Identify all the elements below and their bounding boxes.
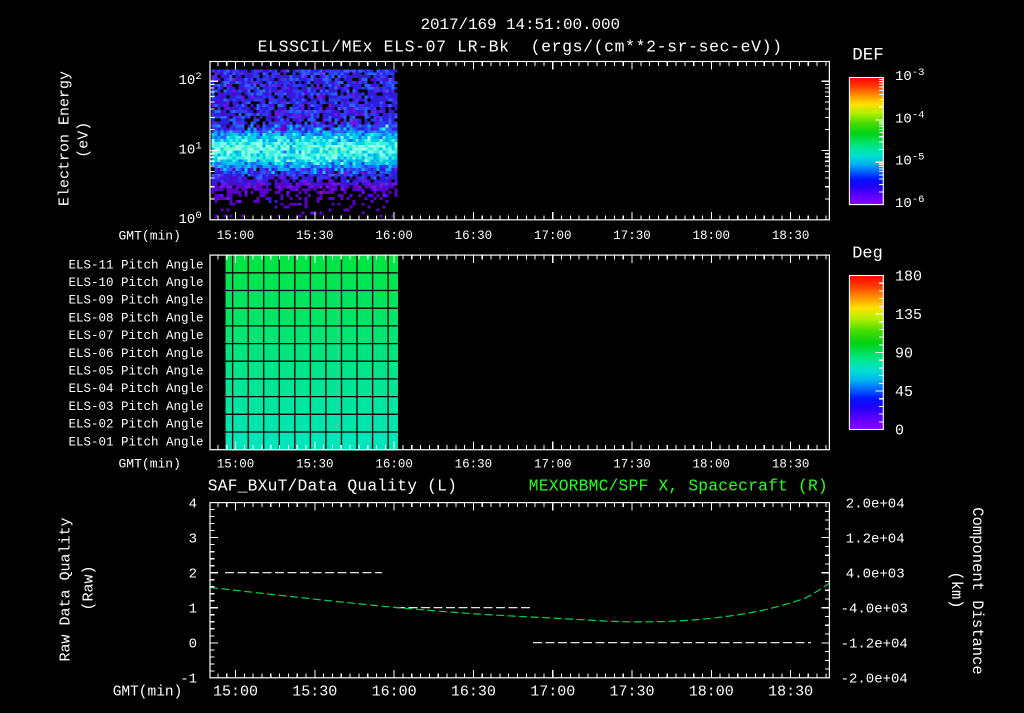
svg-text:GMT(min): GMT(min) [118,457,180,472]
svg-text:1.2e+04: 1.2e+04 [846,531,905,547]
svg-text:2017/169 14:51:00.000: 2017/169 14:51:00.000 [421,16,621,34]
svg-text:18:30: 18:30 [772,458,810,472]
svg-text:-4.0e+03: -4.0e+03 [841,602,908,618]
svg-text:ELSSCIL/MEx ELS-07 LR-Bk (erg: ELSSCIL/MEx ELS-07 LR-Bk (ergs/(cm**2-sr… [258,38,783,57]
svg-text:0: 0 [895,422,904,439]
svg-text:-1: -1 [180,672,197,688]
svg-text:18:30: 18:30 [768,684,813,701]
svg-text:17:00: 17:00 [534,229,572,243]
svg-text:18:00: 18:00 [693,458,731,472]
svg-text:GMT(min): GMT(min) [113,684,183,700]
svg-text:16:30: 16:30 [451,684,496,701]
svg-text:18:30: 18:30 [772,229,810,243]
svg-text:15:00: 15:00 [213,684,258,701]
svg-text:MEXORBMC/SPF X, Spacecraft (R): MEXORBMC/SPF X, Spacecraft (R) [529,477,828,496]
svg-text:17:30: 17:30 [613,458,651,472]
svg-text:2.0e+04: 2.0e+04 [846,496,905,512]
svg-text:45: 45 [895,384,913,401]
svg-text:17:00: 17:00 [530,684,575,701]
svg-text:17:30: 17:30 [613,229,651,243]
svg-text:ELS-09 Pitch Angle: ELS-09 Pitch Angle [68,294,203,308]
svg-text:15:30: 15:30 [296,458,334,472]
svg-text:2: 2 [189,566,197,582]
svg-text:ELS-03 Pitch Angle: ELS-03 Pitch Angle [68,400,203,414]
svg-text:ELS-05 Pitch Angle: ELS-05 Pitch Angle [68,364,203,378]
svg-text:180: 180 [895,269,922,286]
svg-text:17:00: 17:00 [534,458,572,472]
svg-text:(Raw): (Raw) [81,565,98,610]
svg-text:4.0e+03: 4.0e+03 [846,566,905,582]
svg-text:16:30: 16:30 [455,229,493,243]
svg-text:16:00: 16:00 [375,458,413,472]
svg-text:Deg: Deg [852,245,883,264]
svg-text:16:00: 16:00 [375,229,413,243]
svg-text:ELS-04 Pitch Angle: ELS-04 Pitch Angle [68,382,203,396]
svg-text:ELS-10 Pitch Angle: ELS-10 Pitch Angle [68,276,203,290]
svg-text:90: 90 [895,345,913,362]
svg-text:-1.2e+04: -1.2e+04 [841,637,908,653]
svg-text:Electron Energy: Electron Energy [57,71,74,206]
svg-text:0: 0 [189,637,197,653]
svg-text:4: 4 [189,496,197,512]
svg-text:GMT(min): GMT(min) [118,228,180,243]
svg-text:(eV): (eV) [76,122,93,158]
svg-text:DEF: DEF [852,46,884,66]
svg-text:3: 3 [189,531,197,547]
svg-text:15:30: 15:30 [292,684,337,701]
svg-text:15:30: 15:30 [296,229,334,243]
svg-text:16:00: 16:00 [372,684,417,701]
svg-text:15:00: 15:00 [217,458,255,472]
svg-text:ELS-01 Pitch Angle: ELS-01 Pitch Angle [68,435,203,449]
svg-text:Component Distance: Component Distance [968,507,986,674]
svg-text:ELS-06 Pitch Angle: ELS-06 Pitch Angle [68,347,203,361]
svg-text:15:00: 15:00 [217,229,255,243]
svg-text:ELS-02 Pitch Angle: ELS-02 Pitch Angle [68,418,203,432]
svg-text:-2.0e+04: -2.0e+04 [841,672,908,688]
svg-text:17:30: 17:30 [609,684,654,701]
svg-text:Raw Data Quality: Raw Data Quality [58,517,75,661]
svg-text:16:30: 16:30 [455,458,493,472]
svg-text:ELS-07 Pitch Angle: ELS-07 Pitch Angle [68,329,203,343]
svg-text:1: 1 [189,602,197,618]
svg-text:135: 135 [895,307,922,324]
svg-text:18:00: 18:00 [693,229,731,243]
svg-text:18:00: 18:00 [689,684,734,701]
svg-text:ELS-08 Pitch Angle: ELS-08 Pitch Angle [68,311,203,325]
svg-text:(km): (km) [947,571,965,608]
svg-text:SAF_BXuT/Data Quality (L): SAF_BXuT/Data Quality (L) [208,477,457,496]
svg-text:ELS-11 Pitch Angle: ELS-11 Pitch Angle [68,258,203,272]
